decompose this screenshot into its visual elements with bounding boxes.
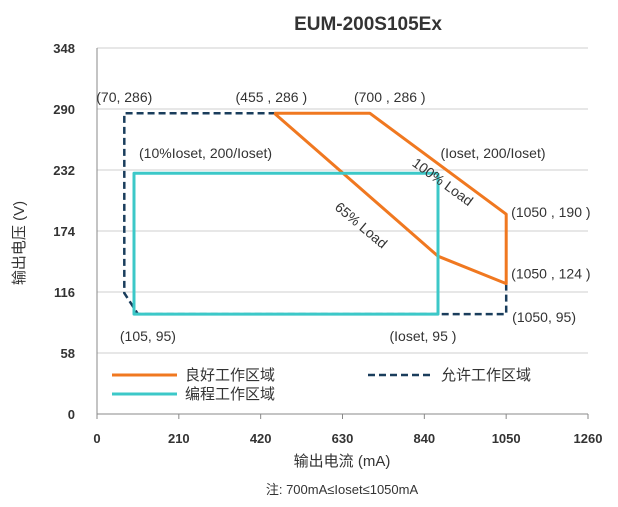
x-tick-label: 0 xyxy=(93,431,100,446)
legend-label: 良好工作区域 xyxy=(185,367,275,384)
annotations: (70, 286) (455 , 286 ) (700 , 286 ) (10%Ios… xyxy=(96,89,590,344)
series-1-line xyxy=(123,111,508,316)
grid xyxy=(97,47,588,354)
x-tick-label: 210 xyxy=(168,431,190,446)
point-label: (Ioset, 95 ) xyxy=(390,328,457,344)
y-tick-label: 58 xyxy=(61,346,75,361)
x-tick-label: 840 xyxy=(413,431,435,446)
point-label: (1050 , 190 ) xyxy=(511,204,590,220)
point-label: (105, 95) xyxy=(120,328,176,344)
series-2-line xyxy=(132,171,440,316)
legend-label: 允许工作区域 xyxy=(441,367,531,384)
y-tick-label: 232 xyxy=(53,163,75,178)
series-group xyxy=(123,111,508,316)
point-label: (10%Ioset, 200/Ioset) xyxy=(139,145,272,161)
x-tick-label: 630 xyxy=(332,431,354,446)
y-tick-label: 348 xyxy=(53,41,75,56)
chart-title: EUM-200S105Ex xyxy=(294,14,442,35)
x-axis-label: 输出电流 (mA) xyxy=(294,453,391,470)
x-tick-label: 1050 xyxy=(492,431,521,446)
y-tick-label: 290 xyxy=(53,102,75,117)
point-label: (1050, 95) xyxy=(512,309,576,325)
y-tick-label: 116 xyxy=(54,285,75,300)
x-tick-label: 1260 xyxy=(574,431,603,446)
point-label: (Ioset, 200/Ioset) xyxy=(440,145,545,161)
y-tick-label: 0 xyxy=(68,407,75,422)
y-tick-label: 174 xyxy=(53,224,75,239)
point-label: (1050 , 124 ) xyxy=(511,266,590,282)
footnote: 注: 700mA≤Ioset≤1050mA xyxy=(266,482,419,497)
point-label: (700 , 286 ) xyxy=(354,89,426,105)
x-tick-label: 420 xyxy=(250,431,272,446)
point-label: (70, 286) xyxy=(96,89,152,105)
axes: 0 58 116 174 232 290 348 0 210 420 630 840 1050 1260 xyxy=(53,41,602,446)
point-label: (455 , 286 ) xyxy=(236,89,308,105)
load-label: 100% Load xyxy=(410,154,477,209)
legend-label: 编程工作区域 xyxy=(185,386,275,403)
y-axis-label: 输出电压 (V) xyxy=(11,201,28,285)
series-0-line xyxy=(273,111,508,286)
